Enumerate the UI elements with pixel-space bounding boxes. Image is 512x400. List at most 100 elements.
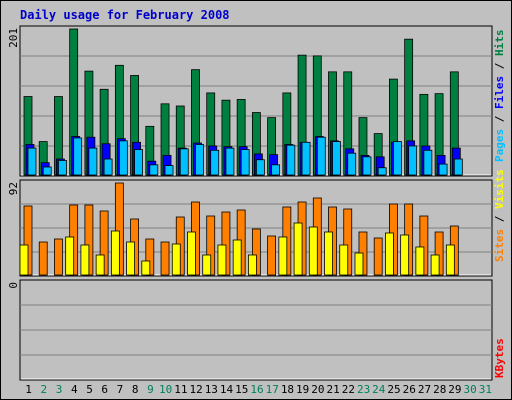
x-tick-label-day-4: 4 (71, 383, 78, 396)
bar-pages-day-8 (134, 149, 143, 176)
x-tick-label-day-12: 12 (189, 383, 202, 396)
bar-pages-day-29 (453, 158, 463, 176)
bar-visits-day-1 (19, 244, 29, 276)
x-tick-label-day-11: 11 (174, 383, 187, 396)
bar-visits-day-8 (126, 241, 135, 276)
bar-pages-day-11 (179, 148, 189, 176)
y-max-label: 92 (7, 182, 20, 195)
bar-visits-day-6 (95, 254, 105, 276)
bar-visits-day-7 (110, 230, 120, 276)
x-tick-label-day-14: 14 (220, 383, 234, 396)
bar-pages-day-10 (164, 165, 174, 176)
x-tick-label-day-29: 29 (448, 383, 461, 396)
x-tick-label-day-10: 10 (159, 383, 172, 396)
x-tick-label-day-30: 30 (464, 383, 477, 396)
bar-pages-day-15 (240, 149, 250, 176)
bar-sites-day-2 (38, 241, 48, 276)
x-tick-label-day-28: 28 (433, 383, 446, 396)
bar-sites-day-17 (267, 235, 277, 276)
legend-entry-sites: Sites (493, 229, 506, 262)
legend-entry-visits: Visits (493, 169, 506, 209)
legend-entry-files: Files (493, 76, 506, 109)
y-max-label: 201 (7, 28, 20, 48)
y-max-label: 0 (7, 282, 20, 289)
x-tick-label-day-24: 24 (372, 383, 386, 396)
bar-pages-day-16 (255, 159, 265, 176)
x-tick-label-day-31: 31 (479, 383, 492, 396)
x-tick-label-day-26: 26 (403, 383, 416, 396)
bar-visits-day-9 (141, 260, 151, 276)
x-tick-label-day-17: 17 (266, 383, 279, 396)
bar-pages-day-24 (377, 167, 387, 176)
bar-pages-day-6 (103, 158, 113, 176)
legend-visits-sites: Sites / Visits (493, 169, 506, 262)
x-tick-label-day-9: 9 (147, 383, 154, 396)
x-tick-label-day-6: 6 (101, 383, 108, 396)
x-tick-label-day-18: 18 (281, 383, 294, 396)
bar-pages-day-28 (438, 163, 448, 176)
bar-visits-day-12 (187, 231, 196, 276)
bar-visits-day-15 (232, 239, 242, 276)
x-tick-label-day-15: 15 (235, 383, 248, 396)
bar-pages-day-12 (195, 144, 204, 176)
bar-visits-day-23 (354, 252, 364, 276)
bar-pages-day-9 (149, 164, 159, 176)
x-tick-label-day-7: 7 (117, 383, 124, 396)
bar-visits-day-21 (324, 231, 333, 276)
x-tick-label-day-8: 8 (132, 383, 139, 396)
x-tick-label-day-25: 25 (387, 383, 400, 396)
x-tick-label-day-22: 22 (342, 383, 355, 396)
bar-visits-day-4 (65, 236, 75, 276)
legend-separator: / (493, 209, 506, 229)
bar-pages-day-7 (118, 140, 128, 176)
bar-pages-day-26 (408, 145, 418, 176)
x-tick-label-day-27: 27 (418, 383, 431, 396)
x-tick-label-day-1: 1 (25, 383, 32, 396)
x-tick-label-day-3: 3 (56, 383, 63, 396)
bar-pages-day-22 (347, 152, 357, 176)
bar-sites-day-24 (373, 237, 383, 276)
x-tick-label-day-20: 20 (311, 383, 324, 396)
chart-title: Daily usage for February 2008 (20, 8, 230, 22)
bar-visits-day-14 (217, 244, 227, 276)
bar-pages-day-1 (27, 147, 37, 176)
bar-sites-day-3 (54, 238, 63, 276)
bar-pages-day-25 (393, 141, 402, 176)
x-tick-label-day-13: 13 (205, 383, 218, 396)
bar-visits-day-11 (171, 243, 181, 276)
legend-separator: / (493, 56, 506, 76)
bar-visits-day-25 (385, 232, 394, 276)
bar-visits-day-26 (400, 234, 410, 276)
bar-pages-day-27 (423, 149, 433, 176)
bar-pages-day-3 (58, 160, 67, 176)
bar-visits-day-19 (293, 222, 303, 276)
legend-hits-files-pages: Pages / Files / Hits (493, 30, 506, 163)
bar-pages-day-21 (332, 141, 341, 176)
bar-pages-day-17 (271, 164, 281, 176)
bar-pages-day-5 (88, 147, 98, 176)
legend-kbytes: KBytes (493, 338, 506, 378)
legend-entry-hits: Hits (493, 30, 506, 57)
bar-pages-day-23 (362, 156, 372, 176)
bar-visits-day-16 (247, 254, 257, 276)
x-tick-label-day-2: 2 (41, 383, 48, 396)
bar-pages-day-4 (73, 137, 83, 176)
bar-pages-day-18 (286, 144, 296, 176)
legend-entry-pages: Pages (493, 129, 506, 162)
bar-pages-day-2 (42, 166, 52, 176)
x-tick-label-day-16: 16 (250, 383, 263, 396)
bar-visits-day-5 (80, 244, 90, 276)
x-tick-label-day-21: 21 (327, 383, 340, 396)
legend-entry-kbytes: KBytes (493, 338, 506, 378)
bar-visits-day-20 (308, 226, 318, 276)
bar-visits-day-28 (430, 254, 440, 276)
bar-visits-day-29 (445, 244, 455, 276)
bar-visits-day-22 (339, 244, 349, 276)
x-tick-label-day-23: 23 (357, 383, 370, 396)
bar-sites-day-10 (160, 241, 170, 276)
bar-pages-day-19 (301, 141, 311, 176)
bar-visits-day-18 (278, 236, 288, 276)
bar-pages-day-20 (316, 136, 326, 176)
legend-separator: / (493, 109, 506, 129)
